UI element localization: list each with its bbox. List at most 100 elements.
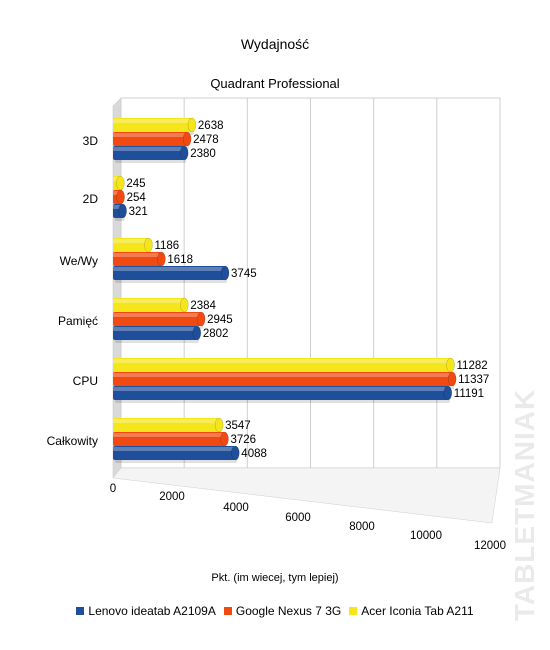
x-tick-label: 10000 bbox=[410, 530, 442, 542]
bar-cap bbox=[116, 175, 125, 191]
bar-face bbox=[113, 372, 453, 386]
bar-cap bbox=[447, 371, 457, 387]
bar-face bbox=[113, 146, 185, 160]
data-label: 2380 bbox=[190, 148, 216, 160]
bar bbox=[113, 189, 125, 207]
bar-face bbox=[113, 238, 149, 252]
bar-highlight bbox=[113, 387, 448, 391]
x-tick-label: 12000 bbox=[474, 540, 506, 552]
bar-cap bbox=[157, 251, 166, 267]
legend-swatch-lenovo bbox=[76, 607, 85, 615]
bar-face bbox=[113, 446, 236, 460]
legend-label-lenovo: Lenovo ideatab A2109A bbox=[88, 604, 216, 618]
bar-cap bbox=[231, 445, 240, 461]
bar-highlight bbox=[113, 373, 453, 377]
data-label: 254 bbox=[127, 192, 147, 204]
data-label: 245 bbox=[126, 178, 145, 190]
bar bbox=[113, 297, 189, 315]
bar-cap bbox=[446, 357, 455, 373]
bar bbox=[113, 417, 224, 435]
x-axis-label: Pkt. (im wiecej, tym lepiej) bbox=[211, 572, 339, 584]
bar-face bbox=[113, 312, 202, 326]
bar-face bbox=[113, 298, 185, 312]
bar bbox=[113, 371, 457, 389]
data-label: 2478 bbox=[193, 134, 219, 146]
bar-cap bbox=[187, 117, 197, 133]
bar-highlight bbox=[113, 433, 225, 437]
category-label: CPU bbox=[73, 374, 98, 388]
bar-cap bbox=[179, 145, 189, 161]
x-tick-label: 0 bbox=[110, 483, 116, 495]
data-label: 3547 bbox=[225, 420, 251, 432]
data-label: 2384 bbox=[190, 300, 216, 312]
bar-highlight bbox=[113, 147, 185, 151]
bar-face bbox=[113, 358, 451, 372]
bar-highlight bbox=[113, 267, 226, 271]
bar-highlight bbox=[113, 239, 149, 243]
bar-highlight bbox=[113, 447, 236, 451]
bar-cap bbox=[214, 417, 224, 433]
data-label: 2638 bbox=[198, 120, 224, 132]
bar-highlight bbox=[113, 313, 202, 317]
legend-item-acer: Acer Iconia Tab A211 bbox=[349, 604, 474, 618]
chart-title: Wydajność bbox=[240, 36, 310, 52]
bar-cap bbox=[192, 325, 202, 341]
data-label: 1186 bbox=[154, 240, 179, 252]
data-label: 3726 bbox=[230, 434, 256, 446]
category-label: We/Wy bbox=[60, 254, 98, 268]
bar-highlight bbox=[113, 119, 192, 123]
legend-label-acer: Acer Iconia Tab A211 bbox=[361, 604, 474, 618]
bar bbox=[113, 311, 206, 329]
x-tick-labels: 0 2000 4000 6000 8000 10000 12000 bbox=[110, 483, 506, 552]
bar-cap bbox=[443, 385, 453, 401]
legend-swatch-nexus bbox=[223, 607, 232, 615]
bar-highlight bbox=[113, 327, 197, 331]
bar-highlight bbox=[113, 253, 162, 257]
legend-item-lenovo: Lenovo ideatab A2109A bbox=[76, 604, 216, 618]
bar bbox=[113, 175, 125, 193]
chart-subtitle: Quadrant Professional bbox=[210, 76, 340, 91]
data-label: 321 bbox=[129, 206, 148, 218]
bar bbox=[113, 325, 202, 343]
x-tick-label: 2000 bbox=[159, 491, 185, 503]
bar-highlight bbox=[113, 359, 451, 363]
bar bbox=[113, 385, 453, 403]
category-label: 3D bbox=[83, 134, 99, 148]
bar bbox=[113, 431, 229, 449]
bar bbox=[113, 203, 127, 221]
bar-face bbox=[113, 418, 220, 432]
bar-cap bbox=[144, 237, 153, 253]
data-label: 2802 bbox=[203, 328, 229, 340]
bar bbox=[113, 237, 153, 255]
bar-cap bbox=[182, 131, 192, 147]
bar-highlight bbox=[113, 299, 185, 303]
bar-highlight bbox=[113, 133, 188, 137]
data-label: 11191 bbox=[454, 388, 484, 400]
bar-cap bbox=[220, 431, 229, 447]
data-labels: 2638 2478 2380 245 254 321 1186 1618 3745 2384 294… bbox=[126, 120, 489, 460]
bar-face bbox=[113, 118, 192, 132]
legend-swatch-acer bbox=[349, 607, 358, 615]
bar-face bbox=[113, 326, 197, 340]
bar-face bbox=[113, 132, 188, 146]
bar-face bbox=[113, 432, 225, 446]
bar-face bbox=[113, 386, 448, 400]
data-label: 4088 bbox=[241, 448, 267, 460]
category-label: 2D bbox=[83, 192, 99, 206]
legend: Lenovo ideatab A2109A Google Nexus 7 3G … bbox=[0, 604, 550, 618]
legend-item-nexus: Google Nexus 7 3G bbox=[223, 604, 342, 618]
bar-face bbox=[113, 252, 162, 266]
bar bbox=[113, 445, 240, 463]
bar-cap bbox=[180, 297, 189, 313]
legend-label-nexus: Google Nexus 7 3G bbox=[235, 604, 342, 618]
bar bbox=[113, 145, 189, 163]
x-tick-label: 4000 bbox=[223, 502, 249, 514]
data-label: 11282 bbox=[457, 360, 488, 372]
bar bbox=[113, 251, 166, 269]
data-label: 3745 bbox=[231, 268, 257, 280]
bar bbox=[113, 117, 197, 135]
bar-cap bbox=[220, 265, 230, 281]
bar-cap bbox=[116, 189, 125, 205]
data-label: 1618 bbox=[167, 254, 193, 266]
